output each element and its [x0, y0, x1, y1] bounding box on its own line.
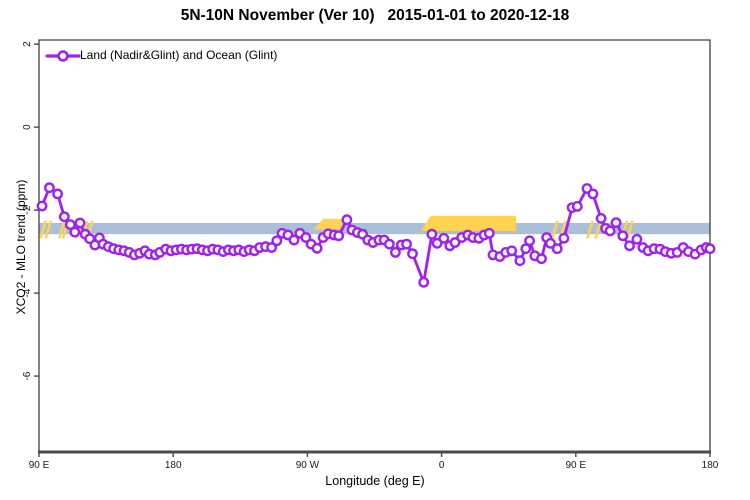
highlight-hatch-mark — [44, 220, 53, 239]
y-tick-label: 0 — [22, 124, 33, 130]
x-tick-label: 90 W — [296, 460, 320, 471]
x-tick-label: 180 — [165, 460, 182, 471]
legend-label: Land (Nadir&Glint) and Ocean (Glint) — [80, 48, 278, 62]
data-point-marker — [571, 200, 583, 212]
chart-title: 5N-10N November (Ver 10) 2015-01-01 to 2… — [180, 7, 570, 24]
highlight-solid-segment — [313, 218, 344, 230]
x-axis-label: Longitude (deg E) — [325, 474, 425, 488]
y-tick-label: -6 — [22, 371, 33, 380]
data-point-marker — [704, 243, 716, 255]
data-point-marker — [58, 211, 70, 223]
highlight-hatch-mark — [39, 220, 47, 239]
data-point-marker — [536, 253, 547, 265]
data-point-marker — [36, 200, 48, 212]
data-point-marker — [418, 276, 430, 288]
legend — [45, 49, 81, 63]
highlight-hatch-mark — [586, 220, 594, 239]
data-point-marker — [288, 234, 300, 246]
x-tick-label: 180 — [702, 460, 719, 471]
data-point-marker — [558, 232, 570, 244]
data-point-marker — [483, 227, 495, 239]
highlight-solid-segment — [420, 215, 517, 231]
y-tick-label: 2 — [22, 41, 33, 47]
highlight-hatch-mark — [551, 220, 559, 239]
data-point-marker — [604, 225, 616, 237]
data-point-marker — [64, 219, 76, 231]
data-point-marker — [266, 242, 277, 253]
data-point-marker — [333, 230, 345, 242]
y-tick-label: -2 — [22, 205, 33, 214]
y-tick-label: -4 — [22, 288, 33, 297]
data-point-marker — [69, 226, 81, 238]
data-point-marker — [311, 242, 323, 254]
highlight-hatch-mark — [594, 220, 603, 239]
data-point-marker — [426, 228, 438, 240]
data-point-marker — [595, 212, 607, 224]
data-point-marker — [44, 182, 55, 194]
data-point-marker — [514, 255, 526, 267]
data-point-marker — [401, 238, 412, 250]
data-point-marker — [431, 237, 443, 249]
data-point-marker — [587, 188, 599, 200]
legend-line-marker-icon — [45, 50, 81, 62]
data-point-marker — [506, 245, 518, 257]
data-point-marker — [300, 232, 312, 243]
y-axis-label: XCO2 - MLO trend (ppm) — [14, 179, 28, 315]
x-tick-label: 0 — [439, 460, 445, 471]
x-tick-label: 90 E — [566, 460, 587, 471]
data-point-marker — [383, 238, 395, 250]
data-point-marker — [52, 188, 63, 200]
data-point-marker — [617, 230, 629, 242]
data-point-marker — [341, 214, 353, 226]
data-point-marker — [524, 235, 535, 247]
data-point-marker — [624, 240, 635, 252]
data-point-marker — [631, 233, 643, 245]
data-point-marker — [407, 248, 418, 260]
data-point-marker — [551, 243, 563, 255]
data-point-marker — [438, 232, 450, 244]
x-tick-label: 90 E — [29, 460, 50, 471]
reference-band — [39, 222, 710, 235]
data-point-marker — [545, 237, 556, 249]
data-point-marker — [74, 217, 86, 229]
data-point-marker — [271, 235, 283, 247]
data-point-marker — [449, 237, 461, 248]
data-point-marker — [389, 246, 401, 258]
data-point-marker — [610, 217, 622, 229]
highlight-hatch-mark — [57, 220, 66, 239]
